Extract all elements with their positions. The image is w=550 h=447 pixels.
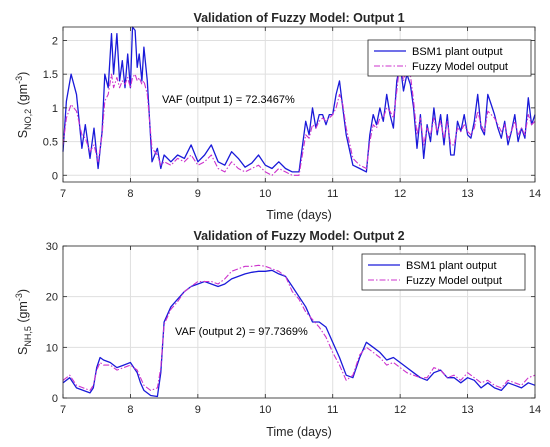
y-tick-label: 30 [46, 241, 58, 253]
legend-label-plant: BSM1 plant output [406, 260, 497, 272]
chart-title: Validation of Fuzzy Model: Output 2 [193, 229, 404, 243]
x-tick-label: 14 [529, 188, 541, 200]
x-axis-label: Time (days) [266, 425, 332, 439]
y-axis-label: SNH,5 (gm-3) [14, 289, 33, 355]
y-tick-label: 0 [52, 170, 58, 182]
x-tick-label: 14 [529, 404, 541, 416]
y-tick-label: 2 [52, 35, 58, 47]
y-tick-label: 0 [52, 393, 58, 405]
x-tick-label: 11 [327, 404, 338, 416]
y-label-exp: -3 [14, 76, 24, 84]
x-axis-label: Time (days) [266, 208, 332, 222]
x-tick-label: 7 [60, 404, 66, 416]
vaf-annotation: VAF (output 1) = 72.3467% [162, 94, 295, 106]
axes-box [62, 245, 536, 399]
subplot-2: 7 8 9 10 11 12 13 14 0 10 20 30 Validation of Fuzzy … [14, 229, 541, 439]
y-tick-label: 20 [46, 292, 58, 304]
y-label-exp: -3 [14, 293, 24, 301]
y-tick-label: 10 [46, 342, 58, 354]
series-line-fuzzy [62, 264, 536, 391]
legend-label-fuzzy: Fuzzy Model output [412, 61, 508, 73]
y-label-sub: NO,2 [23, 109, 33, 130]
series-line-fuzzy [62, 60, 536, 176]
x-tick-label: 8 [127, 404, 133, 416]
legend-box [367, 39, 532, 77]
x-tick-label: 13 [461, 188, 473, 200]
x-tick-label: 9 [195, 188, 201, 200]
y-label-main: S [16, 347, 30, 355]
y-label-close: ) [16, 72, 30, 76]
y-label-unit: (gm [16, 301, 30, 326]
y-label-close: ) [16, 289, 30, 293]
x-tick-label: 11 [327, 188, 338, 200]
x-tick-label: 10 [259, 404, 271, 416]
series-line-plant [62, 269, 536, 398]
y-tick-label: 1.5 [43, 69, 58, 81]
legend-box [361, 253, 526, 291]
x-tick-label: 12 [394, 404, 406, 416]
legend: BSM1 plant output Fuzzy Model output [361, 253, 526, 291]
legend: BSM1 plant output Fuzzy Model output [367, 39, 532, 77]
vaf-annotation: VAF (output 2) = 97.7369% [175, 326, 308, 338]
series-line-plant [62, 26, 536, 173]
x-tick-label: 9 [195, 404, 201, 416]
x-tick-label: 8 [127, 188, 133, 200]
y-axis-label: SNO,2 (gm-3) [14, 72, 33, 139]
axes-box [62, 26, 536, 183]
x-tick-label: 12 [394, 188, 406, 200]
x-tick-label: 10 [259, 188, 271, 200]
y-tick-label: 0.5 [43, 137, 58, 149]
y-label-sub: NH,5 [23, 326, 33, 347]
chart-title: Validation of Fuzzy Model: Output 1 [193, 11, 404, 25]
subplot-1: 7 8 9 10 11 12 13 14 0 0.5 1 1.5 2 Validation of Fuzz… [14, 11, 541, 222]
x-tick-label: 13 [461, 404, 473, 416]
legend-label-fuzzy: Fuzzy Model output [406, 275, 502, 287]
y-label-unit: (gm [16, 84, 30, 109]
x-tick-label: 7 [60, 188, 66, 200]
y-tick-label: 1 [52, 103, 58, 115]
y-label-main: S [16, 130, 30, 138]
legend-label-plant: BSM1 plant output [412, 46, 503, 58]
